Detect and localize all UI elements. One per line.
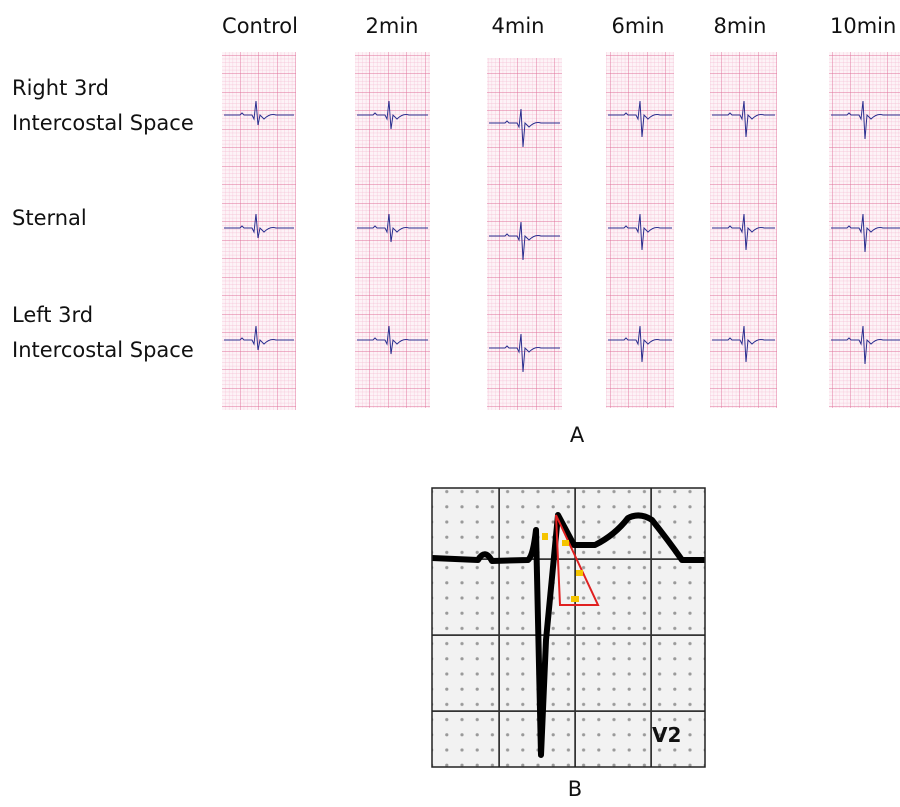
row-label: Sternal bbox=[12, 206, 87, 230]
panel-label: B bbox=[568, 777, 582, 801]
marker bbox=[542, 533, 548, 540]
row-label: Left 3rd bbox=[12, 303, 93, 327]
marker bbox=[571, 596, 579, 602]
row-label: Intercostal Space bbox=[12, 111, 194, 135]
column-label: 10min bbox=[830, 14, 896, 38]
marker bbox=[576, 570, 583, 576]
lead-label: V2 bbox=[652, 723, 681, 747]
ecg-strips bbox=[222, 52, 900, 410]
column-label: 2min bbox=[366, 14, 419, 38]
page: Control 2min 4min 6min 8min 10min Right 3rd Int… bbox=[0, 0, 900, 803]
panel-label: A bbox=[570, 423, 585, 447]
column-label: 6min bbox=[612, 14, 665, 38]
row-label: Right 3rd bbox=[12, 76, 109, 100]
column-label: 8min bbox=[714, 14, 767, 38]
row-label: Intercostal Space bbox=[12, 338, 194, 362]
figure: Control 2min 4min 6min 8min 10min Right 3rd Int… bbox=[0, 0, 900, 803]
panel-b: V2 bbox=[432, 488, 705, 767]
column-label: Control bbox=[222, 14, 298, 38]
marker bbox=[562, 540, 569, 546]
column-label: 4min bbox=[492, 14, 545, 38]
